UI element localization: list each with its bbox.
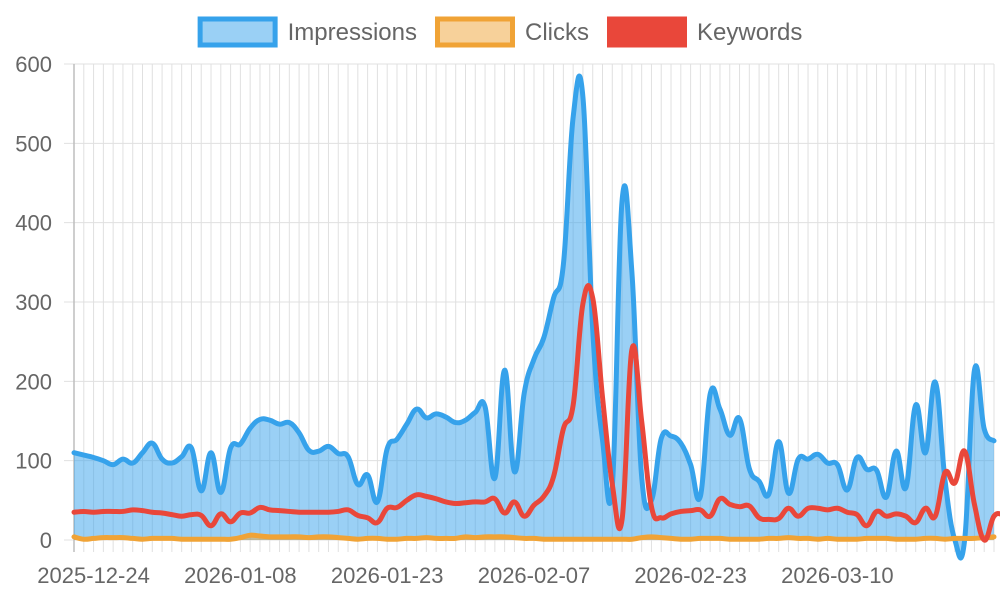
y-tick-label: 0 bbox=[40, 528, 52, 553]
y-axis-tick-labels: 0 100 200 300 400 500 600 bbox=[15, 52, 52, 553]
series-line-keywords bbox=[71, 283, 1000, 543]
y-tick-label: 500 bbox=[15, 131, 52, 156]
legend-swatch bbox=[435, 16, 515, 48]
x-tick-label: 2026-02-23 bbox=[634, 563, 747, 588]
y-tick-label: 400 bbox=[15, 211, 52, 236]
legend-item-clicks[interactable]: Clicks bbox=[435, 16, 590, 48]
x-tick-label: 2026-01-08 bbox=[184, 563, 297, 588]
x-tick-label: 2026-02-07 bbox=[478, 563, 591, 588]
legend-item-keywords[interactable]: Keywords bbox=[607, 16, 803, 48]
legend-swatch bbox=[197, 16, 278, 48]
legend-label: Impressions bbox=[288, 19, 417, 46]
y-tick-label: 100 bbox=[15, 449, 52, 474]
series-line-clicks bbox=[71, 532, 997, 542]
legend-label: Keywords bbox=[697, 19, 802, 46]
series-lines bbox=[71, 73, 1000, 561]
x-axis-tick-labels: 2025-12-24 2026-01-08 2026-01-23 2026-02-07… bbox=[37, 563, 893, 588]
series-line-impressions bbox=[71, 73, 997, 561]
legend-swatch bbox=[607, 16, 687, 48]
y-tick-label: 200 bbox=[15, 369, 52, 394]
x-tick-label: 2025-12-24 bbox=[37, 563, 150, 588]
y-tick-label: 300 bbox=[15, 290, 52, 315]
x-tick-label: 2026-01-23 bbox=[331, 563, 444, 588]
chart-legend: Impressions Clicks Keywords bbox=[197, 16, 803, 48]
legend-label: Clicks bbox=[525, 19, 589, 46]
x-tick-label: 2026-03-10 bbox=[781, 563, 894, 588]
y-tick-label: 600 bbox=[15, 52, 52, 77]
series-area-impressions bbox=[74, 76, 994, 559]
legend-item-impressions[interactable]: Impressions bbox=[197, 16, 417, 48]
